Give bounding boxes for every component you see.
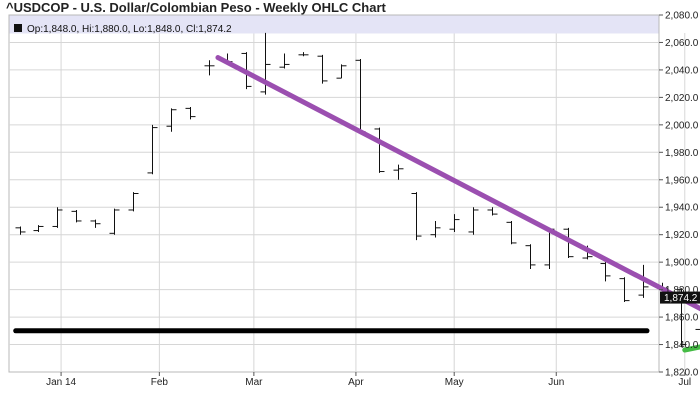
x-tick-label: Feb <box>151 377 169 388</box>
ohlc-bar <box>204 60 215 76</box>
ohlc-bar <box>487 207 498 216</box>
chart-title: ^USDCOP - U.S. Dollar/Colombian Peso - W… <box>6 0 386 15</box>
ohlc-bar <box>336 64 347 79</box>
last-price-box <box>660 291 700 304</box>
ohlc-info-bar <box>9 15 659 34</box>
ohlc-bar <box>166 108 177 132</box>
ohlc-bar <box>619 277 630 302</box>
ohlc-bar <box>90 219 101 228</box>
x-axis: Jan 14 Feb Mar Apr May Jun Jul <box>46 372 691 388</box>
trendlines <box>13 55 700 353</box>
y-tick-label: 1,900.0 <box>665 258 699 269</box>
ohlc-bar <box>298 52 309 57</box>
grid <box>9 33 686 372</box>
y-tick-label: 1,920.0 <box>665 230 699 241</box>
ohlc-bar <box>15 226 26 235</box>
last-price-label: 1,874.2 <box>664 293 698 304</box>
ohlc-bar <box>525 244 536 270</box>
x-tick-label: Apr <box>348 377 364 388</box>
y-tick-label: 1,840.0 <box>665 340 699 351</box>
y-tick-label: 1,820.0 <box>665 368 699 379</box>
ohlc-bar <box>468 207 479 235</box>
y-tick-label: 2,080.0 <box>665 11 699 22</box>
ohlc-bars <box>15 32 700 348</box>
ohlc-bar <box>374 127 385 173</box>
ohlc-bar <box>317 54 328 84</box>
ohlc-bar <box>279 53 290 69</box>
y-tick-label: 1,880.0 <box>665 285 699 296</box>
y-tick-label: 2,060.0 <box>665 38 699 49</box>
ohlc-bar <box>109 208 120 235</box>
y-tick-label: 1,960.0 <box>665 175 699 186</box>
y-tick-label: 2,040.0 <box>665 65 699 76</box>
ohlc-bar <box>449 214 460 232</box>
ohlc-bar <box>147 124 158 175</box>
x-tick-label: Jul <box>678 377 691 388</box>
ohlc-bar <box>52 207 63 228</box>
ohlc-bar <box>128 192 139 212</box>
y-axis: 1,820.0 1,840.0 1,860.0 1,880.0 1,900.0 1,920… <box>659 11 699 379</box>
y-tick-label: 1,940.0 <box>665 203 699 214</box>
ohlc-bar <box>506 220 517 245</box>
x-tick-label: Jan 14 <box>46 377 76 388</box>
ohlc-bar <box>33 225 44 232</box>
last-price-marker: 1,874.2 <box>660 291 700 304</box>
y-tick-label: 1,980.0 <box>665 148 699 159</box>
ohlc-bar <box>563 227 574 259</box>
plot-area <box>8 14 660 373</box>
ohlc-bar <box>600 262 611 282</box>
ohlc-info-text: Op:1,848.0, Hi:1,880.0, Lo:1,848.0, Cl:1… <box>27 24 232 35</box>
y-tick-label: 1,860.0 <box>665 313 699 324</box>
x-tick-label: Mar <box>245 377 263 388</box>
ohlc-bar <box>71 209 82 223</box>
ohlc-bar <box>393 164 404 180</box>
ohlc-bar <box>430 220 441 238</box>
ohlc-bar <box>411 192 422 241</box>
y-tick-label: 2,000.0 <box>665 120 699 131</box>
ohlc-info-swatch <box>14 24 22 32</box>
y-tick-label: 2,020.0 <box>665 93 699 104</box>
x-tick-label: May <box>445 377 464 388</box>
trendline <box>215 55 700 312</box>
x-tick-label: Jun <box>548 377 564 388</box>
ohlc-bar <box>185 106 196 120</box>
